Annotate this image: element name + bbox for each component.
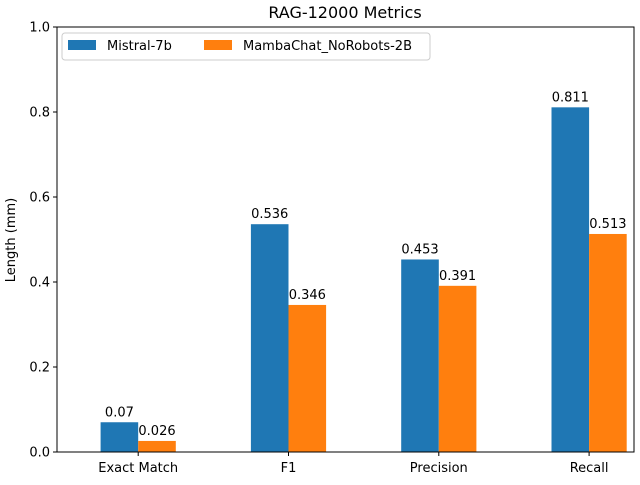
bar-mistral-1 [250, 224, 289, 452]
data-label-mambachat-3: 0.513 [589, 217, 626, 232]
y-tick-label: 0.2 [29, 361, 50, 376]
y-tick-label: 1.0 [29, 21, 50, 36]
bar-mambachat-0 [138, 440, 176, 452]
data-label-mistral-3: 0.811 [552, 90, 589, 105]
bar-mambachat-1 [288, 304, 327, 452]
x-tick-label: Precision [410, 461, 468, 476]
y-tick-label: 0.4 [29, 276, 50, 291]
y-tick-label: 0.8 [29, 106, 50, 121]
data-label-mambachat-0: 0.026 [138, 424, 175, 439]
bar-mambachat-3 [589, 233, 627, 452]
data-label-mistral-0: 0.07 [105, 405, 134, 420]
x-tick-label: F1 [281, 461, 297, 476]
x-tick-label: Recall [570, 461, 609, 476]
legend-label-mambachat: MambaChat_NoRobots-2B [243, 39, 412, 54]
data-label-mambachat-1: 0.346 [289, 288, 326, 303]
legend: Mistral-7b MambaChat_NoRobots-2B [61, 32, 431, 61]
plot-area: 0.07 0.536 0.453 0.811 0.026 0.346 0.391 0.513 0… [29, 21, 635, 476]
data-label-mambachat-2: 0.391 [439, 269, 476, 284]
legend-swatch-mistral [68, 40, 96, 50]
y-axis-label: Length (mm) [4, 198, 19, 282]
data-label-mistral-1: 0.536 [251, 207, 288, 222]
axes-frame [56, 26, 635, 453]
bar-mistral-3 [551, 107, 590, 452]
legend-label-mistral: Mistral-7b [107, 39, 172, 54]
bar-mistral-2 [401, 259, 439, 452]
x-tick-label: Exact Match [98, 461, 178, 476]
bar-mambachat-2 [438, 285, 477, 452]
y-tick-label: 0.0 [29, 446, 50, 461]
legend-frame [61, 32, 431, 61]
chart-title: RAG-12000 Metrics [268, 3, 421, 22]
data-label-mistral-2: 0.453 [401, 242, 438, 257]
y-tick-label: 0.6 [29, 191, 50, 206]
legend-swatch-mambachat [204, 40, 232, 50]
bar-mistral-0 [100, 422, 139, 452]
